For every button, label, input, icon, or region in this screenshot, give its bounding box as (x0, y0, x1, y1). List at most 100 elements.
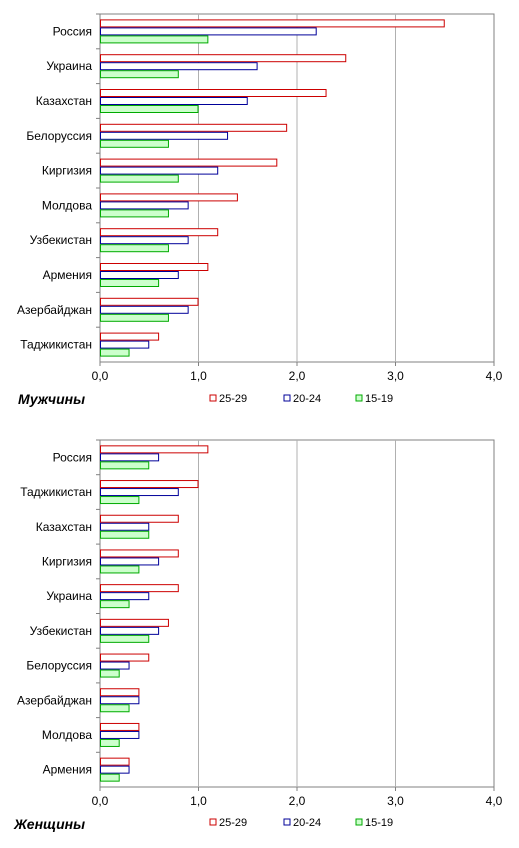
chart-women-category-label: Киргизия (42, 554, 92, 568)
chart-men-bar-25-29 (100, 332, 160, 341)
chart-men-bar-15-19 (100, 313, 169, 322)
chart-men-bar-15-19 (100, 70, 179, 79)
chart-men-x-tick-label: 4,0 (486, 369, 503, 383)
chart-men-bar-20-24 (100, 97, 248, 105)
chart-men-category-label: Армения (43, 268, 92, 282)
chart-women-bar-15-19 (100, 704, 130, 713)
chart-men-x-tick-label: 1,0 (190, 369, 207, 383)
chart-men-legend-swatch-20-24 (283, 394, 291, 402)
chart-women-bar-15-19 (100, 600, 130, 609)
chart-women-x-tick-label: 1,0 (190, 794, 207, 808)
chart-men-bar-15-19 (100, 139, 169, 148)
chart-women-bar-15-19 (100, 738, 120, 747)
chart-women-category-label: Армения (43, 763, 92, 777)
chart-women-bar-15-19 (100, 461, 150, 470)
chart-men-title: Мужчины (18, 391, 85, 407)
chart-women-bar-25-29 (100, 757, 130, 766)
chart-women-bar-20-24 (100, 661, 130, 670)
chart-men-category-label: Азербайджан (17, 303, 92, 317)
chart-women-category-label: Азербайджан (17, 693, 92, 707)
chart-women-category-label: Молдова (42, 728, 92, 742)
chart-women-bar-25-29 (100, 549, 179, 558)
chart-women-bar-15-19 (100, 496, 140, 505)
chart-women-bar-15-19 (100, 634, 150, 643)
chart-women-category-label: Узбекистан (30, 624, 92, 638)
chart-men-category-label: Белоруссия (26, 129, 92, 143)
chart-men-bar-15-19 (100, 174, 179, 183)
chart-women-legend-swatch-25-29 (209, 818, 217, 826)
chart-men-bar-25-29 (100, 297, 199, 306)
chart-women-bar-20-24 (100, 557, 160, 566)
chart-women-legend-label-25-29: 25-29 (219, 817, 247, 829)
chart-women-bar-20-24 (100, 765, 130, 774)
chart-women-legend-label-20-24: 20-24 (293, 817, 321, 829)
chart-men-category-label: Киргизия (42, 164, 92, 178)
chart-women-bar-25-29 (100, 722, 140, 731)
chart-women-bar-25-29 (100, 514, 179, 523)
chart-men-bar-25-29 (100, 19, 445, 28)
chart-women-legend-swatch-15-19 (355, 818, 363, 826)
chart-women-x-tick-label: 3,0 (387, 794, 404, 808)
chart-women-bar-20-24 (100, 522, 150, 531)
chart-men-legend-label-20-24: 20-24 (293, 393, 321, 405)
chart-men-bar-25-29 (100, 228, 219, 237)
chart-women-legend-swatch-20-24 (283, 818, 291, 826)
chart-women-legend-label-15-19: 15-19 (365, 817, 393, 829)
chart-men-bar-25-29 (100, 263, 209, 271)
chart-men-bar-25-29 (100, 158, 278, 167)
chart-men-bar-20-24 (100, 166, 219, 175)
chart-men-x-tick-label: 2,0 (289, 369, 306, 383)
chart-men-category-label: Таджикистан (20, 338, 92, 352)
chart-men-legend-label-25-29: 25-29 (219, 393, 247, 405)
chart-men-category-label: Казахстан (36, 94, 92, 108)
chart-women-title: Женщины (13, 816, 85, 832)
chart-men-bar-20-24 (100, 236, 189, 245)
chart-women-category-label: Украина (46, 589, 92, 603)
chart-women-category-label: Казахстан (36, 520, 92, 534)
chart-men-category-label: Украина (46, 59, 92, 73)
chart-men-category-label: Узбекистан (30, 233, 92, 247)
chart-men-legend-swatch-25-29 (209, 394, 217, 402)
chart-women-bar-25-29 (100, 688, 140, 697)
chart-men-legend-swatch-15-19 (355, 394, 363, 402)
chart-men-x-tick-label: 3,0 (387, 369, 404, 383)
chart-women-category-label: Таджикистан (20, 485, 92, 499)
chart-men-bar-15-19 (100, 209, 169, 218)
chart-women-category-label: Белоруссия (26, 659, 92, 673)
chart-men-bar-20-24 (100, 305, 189, 314)
chart-men-category-label: Россия (53, 24, 92, 38)
chart-women-bar-20-24 (100, 696, 140, 705)
chart-men-bar-25-29 (100, 193, 238, 202)
chart-men-bar-25-29 (100, 89, 327, 97)
chart-women-x-tick-label: 4,0 (486, 794, 503, 808)
chart-women-bar-20-24 (100, 453, 160, 462)
chart-women-x-tick-label: 0,0 (92, 794, 109, 808)
chart-men-bar-15-19 (100, 348, 130, 357)
chart-men-bar-15-19 (100, 105, 199, 113)
chart-women-bar-25-29 (100, 653, 150, 662)
chart-women-bar-20-24 (100, 488, 179, 497)
chart-men-bar-20-24 (100, 340, 150, 349)
chart-women-category-label: Россия (53, 450, 92, 464)
chart-women-bar-25-29 (100, 480, 199, 489)
chart-women-bar-20-24 (100, 730, 140, 739)
chart-men-bar-15-19 (100, 244, 169, 253)
chart-men-legend-label-15-19: 15-19 (365, 393, 393, 405)
chart-women-x-tick-label: 2,0 (289, 794, 306, 808)
chart-women-bar-20-24 (100, 626, 160, 635)
chart-women-bar-20-24 (100, 592, 150, 601)
chart-women-bar-15-19 (100, 773, 120, 782)
chart-women-bar-15-19 (100, 669, 120, 678)
chart-men-bar-15-19 (100, 35, 209, 44)
chart-men-x-tick-label: 0,0 (92, 369, 109, 383)
chart-women-bar-25-29 (100, 584, 179, 593)
chart-women-bar-15-19 (100, 530, 150, 539)
chart-men-bar-20-24 (100, 27, 317, 36)
chart-men-bar-20-24 (100, 131, 229, 140)
chart-men-bar-20-24 (100, 62, 258, 71)
chart-men-bar-20-24 (100, 201, 189, 210)
chart-women-bar-15-19 (100, 565, 140, 574)
chart-men-bar-25-29 (100, 54, 347, 63)
chart-men-bar-20-24 (100, 271, 179, 279)
